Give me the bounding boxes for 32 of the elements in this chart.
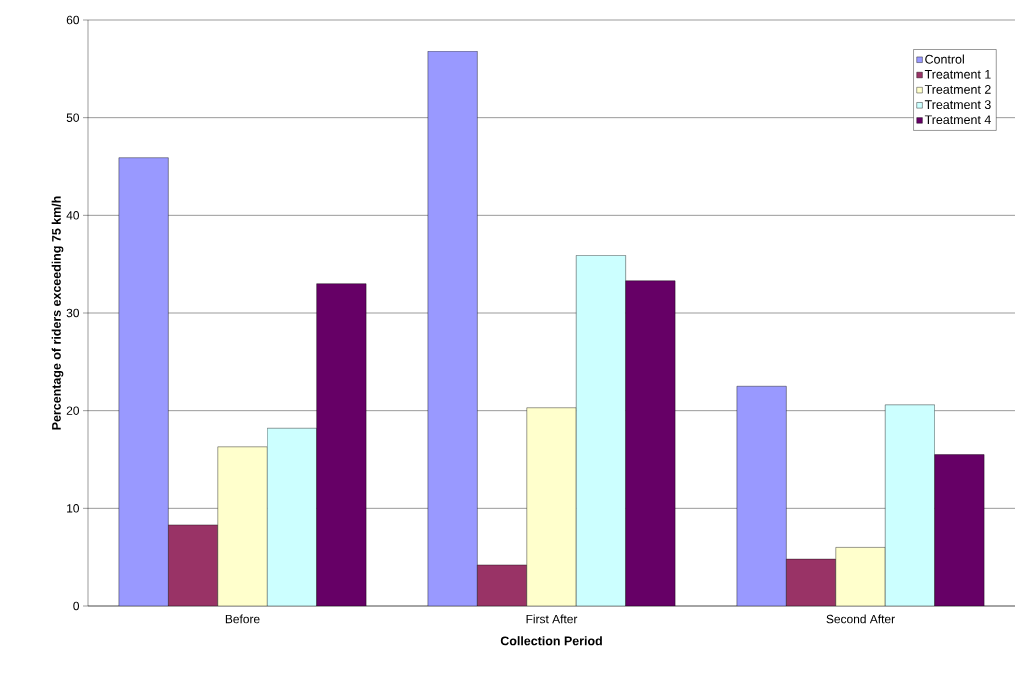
bar (576, 255, 626, 606)
legend-label: Treatment 4 (924, 115, 991, 125)
bar (786, 558, 836, 606)
y-tick-label: 0 (73, 601, 80, 611)
bar (316, 283, 367, 606)
bar (885, 404, 935, 606)
bar (217, 446, 268, 606)
y-tick-label: 40 (66, 211, 80, 220)
bar (835, 547, 886, 606)
legend-label: Treatment 3 (924, 100, 991, 110)
x-tick-label: Second After (826, 614, 895, 624)
x-axis-title: Collection Period (500, 636, 602, 646)
bar (625, 280, 676, 606)
legend-label: Treatment 1 (924, 70, 991, 79)
y-tick-label: 10 (67, 504, 80, 513)
y-tick-label: 30 (66, 308, 80, 318)
bar (267, 428, 317, 606)
bar (934, 454, 985, 606)
legend-label: Control (925, 54, 964, 64)
x-tick-label: First After (526, 614, 578, 624)
bar (118, 157, 169, 606)
bar (526, 407, 577, 606)
x-tick-label: Before (225, 614, 260, 624)
y-tick-label: 50 (66, 113, 80, 122)
y-axis-title: Percentage of riders exceeding 75 km/h (51, 196, 64, 430)
legend-label: Treatment 2 (924, 85, 991, 94)
bar (477, 564, 527, 606)
bar (736, 386, 787, 606)
bar (427, 51, 478, 606)
bar (168, 524, 218, 606)
y-tick-label: 60 (66, 15, 80, 25)
y-tick-label: 20 (66, 406, 80, 415)
